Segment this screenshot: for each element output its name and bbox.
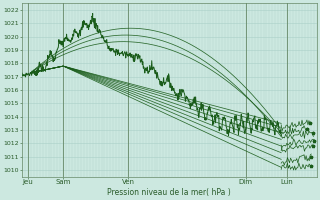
X-axis label: Pression niveau de la mer( hPa ): Pression niveau de la mer( hPa ) bbox=[108, 188, 231, 197]
